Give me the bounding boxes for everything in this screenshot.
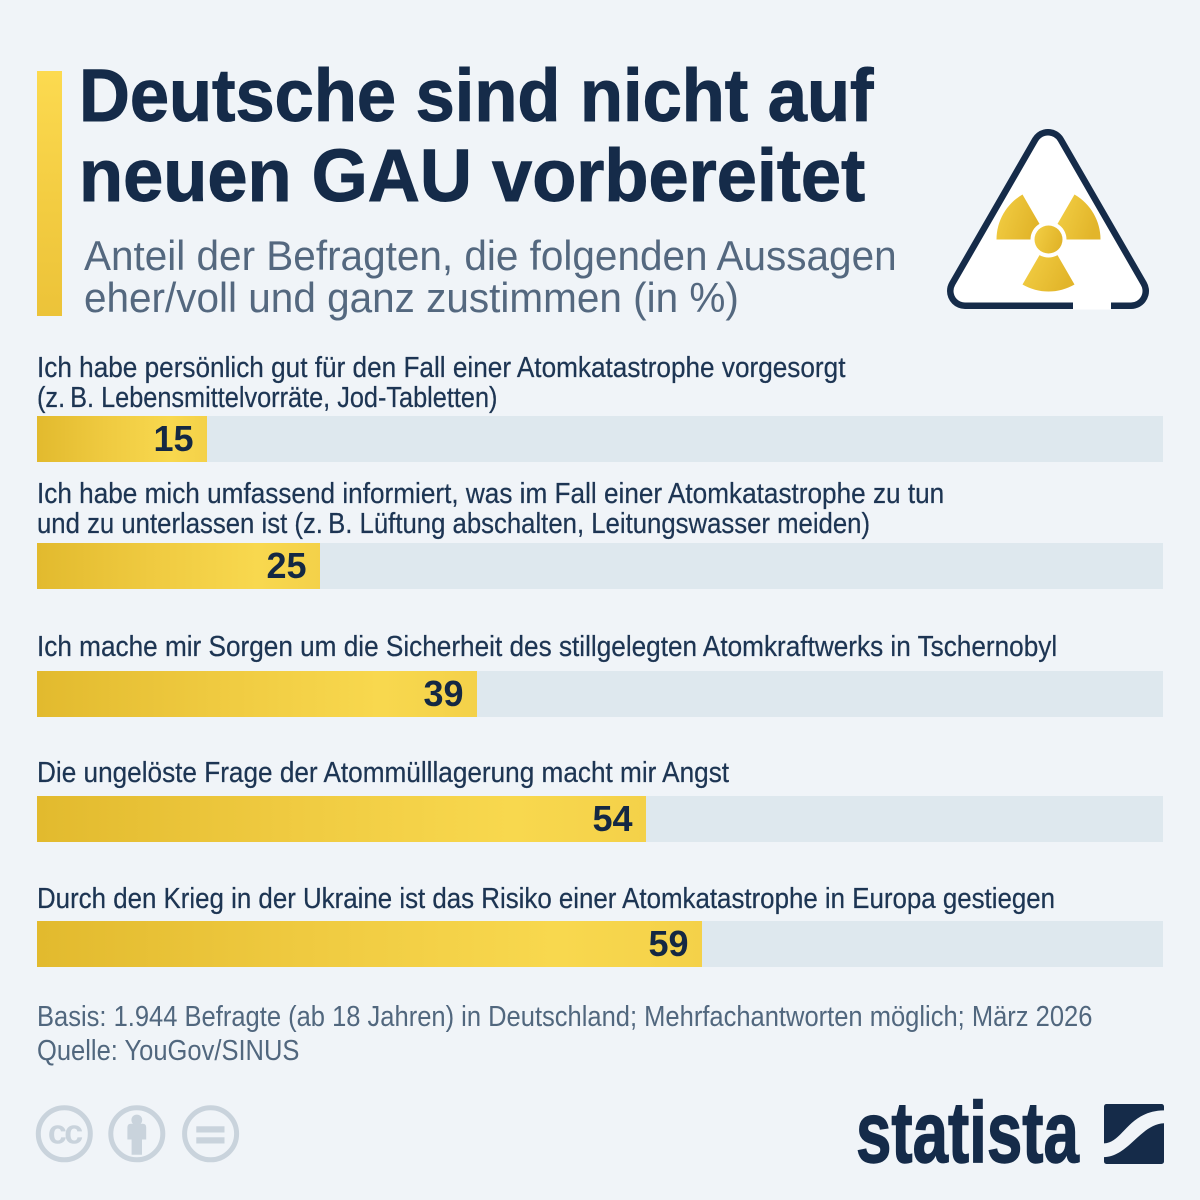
svg-text:cc: cc — [48, 1114, 82, 1152]
